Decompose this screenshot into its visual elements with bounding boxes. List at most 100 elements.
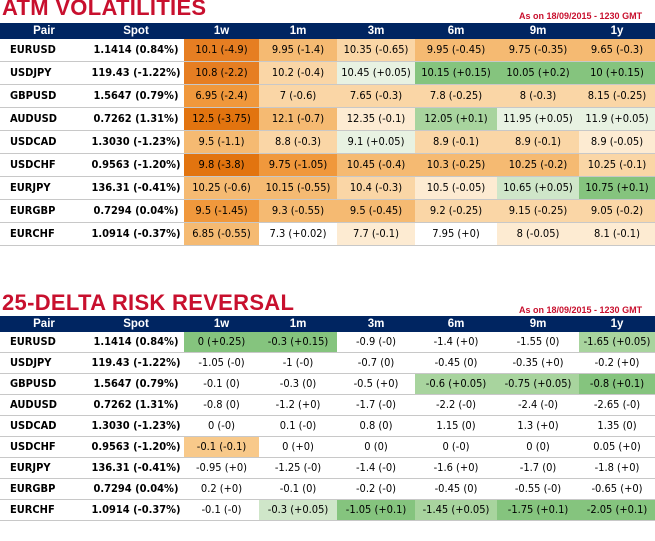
value-cell-3m: 9.5 (-0.45) <box>337 199 415 223</box>
value-cell-1w: 10.1 (-4.9) <box>184 39 259 62</box>
spot-cell: 1.1414 (0.84%) <box>88 39 184 62</box>
value-cell-1m: -0.1 (0) <box>259 478 337 500</box>
pair-cell: EURGBP <box>0 478 88 500</box>
value-cell-1y: 10.75 (+0.1) <box>579 176 655 200</box>
value-cell-3m: 10.45 (+0.05) <box>337 61 415 85</box>
pair-cell: USDCAD <box>0 415 88 437</box>
value-cell-1m: -0.3 (+0.15) <box>259 332 337 353</box>
value-cell-3m: -1.05 (+0.1) <box>337 499 415 521</box>
pair-cell: GBPUSD <box>0 373 88 395</box>
value-cell-3m: -0.5 (+0) <box>337 373 415 395</box>
value-cell-6m: 7.95 (+0) <box>415 222 497 246</box>
value-cell-6m: 12.05 (+0.1) <box>415 107 497 131</box>
value-cell-1m: 10.15 (-0.55) <box>259 176 337 200</box>
value-cell-1m: -1.2 (+0) <box>259 394 337 416</box>
value-cell-3m: -1.7 (-0) <box>337 394 415 416</box>
value-cell-1m: 12.1 (-0.7) <box>259 107 337 131</box>
value-cell-6m: -0.6 (+0.05) <box>415 373 497 395</box>
header-1w: 1w <box>184 23 259 39</box>
table-row: USDJPY 119.43 (-1.22%) 10.8 (-2.2) 10.2 (-0… <box>0 61 655 85</box>
value-cell-1y: -2.05 (+0.1) <box>579 499 655 521</box>
value-cell-9m: -1.55 (0) <box>497 332 579 353</box>
value-cell-3m: 12.35 (-0.1) <box>337 107 415 131</box>
header-spot: Spot <box>88 316 184 332</box>
value-cell-9m: 10.05 (+0.2) <box>497 61 579 85</box>
value-cell-1y: 8.1 (-0.1) <box>579 222 655 246</box>
table-row: USDJPY 119.43 (-1.22%) -1.05 (-0) -1 (-0) -0… <box>0 352 655 374</box>
value-cell-1y: -0.65 (+0) <box>579 478 655 500</box>
value-cell-6m: -1.45 (+0.05) <box>415 499 497 521</box>
value-cell-1y: -0.2 (+0) <box>579 352 655 374</box>
pair-cell: EURCHF <box>0 499 88 521</box>
value-cell-1w: 6.95 (-2.4) <box>184 84 259 108</box>
value-cell-1y: 8.15 (-0.25) <box>579 84 655 108</box>
pair-cell: EURJPY <box>0 176 88 200</box>
risk-reversal-title: 25-DELTA RISK REVERSAL <box>2 290 295 315</box>
table-row: USDCHF 0.9563 (-1.20%) 9.8 (-3.8) 9.75 (-1.… <box>0 153 655 177</box>
spot-cell: 1.1414 (0.84%) <box>88 332 184 353</box>
value-cell-1m: 10.2 (-0.4) <box>259 61 337 85</box>
value-cell-1m: 9.75 (-1.05) <box>259 153 337 177</box>
spot-cell: 0.7294 (0.04%) <box>88 478 184 500</box>
table-row: EURGBP 0.7294 (0.04%) 9.5 (-1.45) 9.3 (-0.5… <box>0 199 655 223</box>
value-cell-1w: -0.8 (0) <box>184 394 259 416</box>
value-cell-1w: 10.8 (-2.2) <box>184 61 259 85</box>
spot-cell: 1.0914 (-0.37%) <box>88 499 184 521</box>
table-row: EURUSD 1.1414 (0.84%) 10.1 (-4.9) 9.95 (-1.… <box>0 39 655 62</box>
header-6m: 6m <box>415 316 497 332</box>
pair-cell: USDCAD <box>0 130 88 154</box>
value-cell-9m: -1.7 (0) <box>497 457 579 479</box>
atm-as-of-timestamp: As on 18/09/2015 - 1230 GMT <box>519 11 643 21</box>
value-cell-6m: 9.95 (-0.45) <box>415 39 497 62</box>
value-cell-1w: 0.2 (+0) <box>184 478 259 500</box>
value-cell-1w: -0.1 (-0.1) <box>184 436 259 458</box>
spot-cell: 1.3030 (-1.23%) <box>88 130 184 154</box>
value-cell-6m: -1.6 (+0) <box>415 457 497 479</box>
spot-cell: 1.0914 (-0.37%) <box>88 222 184 246</box>
value-cell-6m: -0.45 (0) <box>415 478 497 500</box>
spot-cell: 0.7262 (1.31%) <box>88 394 184 416</box>
value-cell-6m: 7.8 (-0.25) <box>415 84 497 108</box>
value-cell-1y: 8.9 (-0.05) <box>579 130 655 154</box>
spot-cell: 0.7262 (1.31%) <box>88 107 184 131</box>
value-cell-1m: 0 (+0) <box>259 436 337 458</box>
header-1m: 1m <box>259 316 337 332</box>
value-cell-1w: 0 (+0.25) <box>184 332 259 353</box>
value-cell-1m: -0.3 (+0.05) <box>259 499 337 521</box>
value-cell-1m: -1.25 (-0) <box>259 457 337 479</box>
table-header-row: Pair Spot 1w 1m 3m 6m 9m 1y <box>0 23 655 39</box>
spot-cell: 0.9563 (-1.20%) <box>88 436 184 458</box>
spot-cell: 136.31 (-0.41%) <box>88 176 184 200</box>
header-pair: Pair <box>0 23 88 39</box>
value-cell-9m: 8 (-0.05) <box>497 222 579 246</box>
value-cell-1y: 10 (+0.15) <box>579 61 655 85</box>
value-cell-9m: -0.55 (-0) <box>497 478 579 500</box>
value-cell-1w: 9.5 (-1.45) <box>184 199 259 223</box>
value-cell-9m: 1.3 (+0) <box>497 415 579 437</box>
spot-cell: 1.5647 (0.79%) <box>88 84 184 108</box>
atm-volatilities-title: ATM VOLATILITIES <box>2 0 207 20</box>
table-row: USDCAD 1.3030 (-1.23%) 0 (-0) 0.1 (-0) 0.8 (… <box>0 415 655 437</box>
header-1y: 1y <box>579 316 655 332</box>
header-9m: 9m <box>497 316 579 332</box>
spot-cell: 1.5647 (0.79%) <box>88 373 184 395</box>
value-cell-3m: 0 (0) <box>337 436 415 458</box>
spot-cell: 1.3030 (-1.23%) <box>88 415 184 437</box>
pair-cell: USDJPY <box>0 61 88 85</box>
value-cell-9m: 10.25 (-0.2) <box>497 153 579 177</box>
value-cell-1w: -0.95 (+0) <box>184 457 259 479</box>
table-row: EURJPY 136.31 (-0.41%) -0.95 (+0) -1.25 (-0… <box>0 457 655 479</box>
table-row: AUDUSD 0.7262 (1.31%) -0.8 (0) -1.2 (+0) -1.… <box>0 394 655 416</box>
value-cell-1w: 6.85 (-0.55) <box>184 222 259 246</box>
value-cell-3m: 10.35 (-0.65) <box>337 39 415 62</box>
value-cell-3m: 7.7 (-0.1) <box>337 222 415 246</box>
atm-volatilities-table: Pair Spot 1w 1m 3m 6m 9m 1y EURUSD 1.1414… <box>0 23 655 246</box>
table-row: GBPUSD 1.5647 (0.79%) -0.1 (0) -0.3 (0) -0.5… <box>0 373 655 395</box>
value-cell-3m: -0.7 (0) <box>337 352 415 374</box>
value-cell-6m: 10.3 (-0.25) <box>415 153 497 177</box>
header-1y: 1y <box>579 23 655 39</box>
spot-cell: 136.31 (-0.41%) <box>88 457 184 479</box>
value-cell-1y: 0.05 (+0) <box>579 436 655 458</box>
pair-cell: AUDUSD <box>0 107 88 131</box>
value-cell-1y: 1.35 (0) <box>579 415 655 437</box>
